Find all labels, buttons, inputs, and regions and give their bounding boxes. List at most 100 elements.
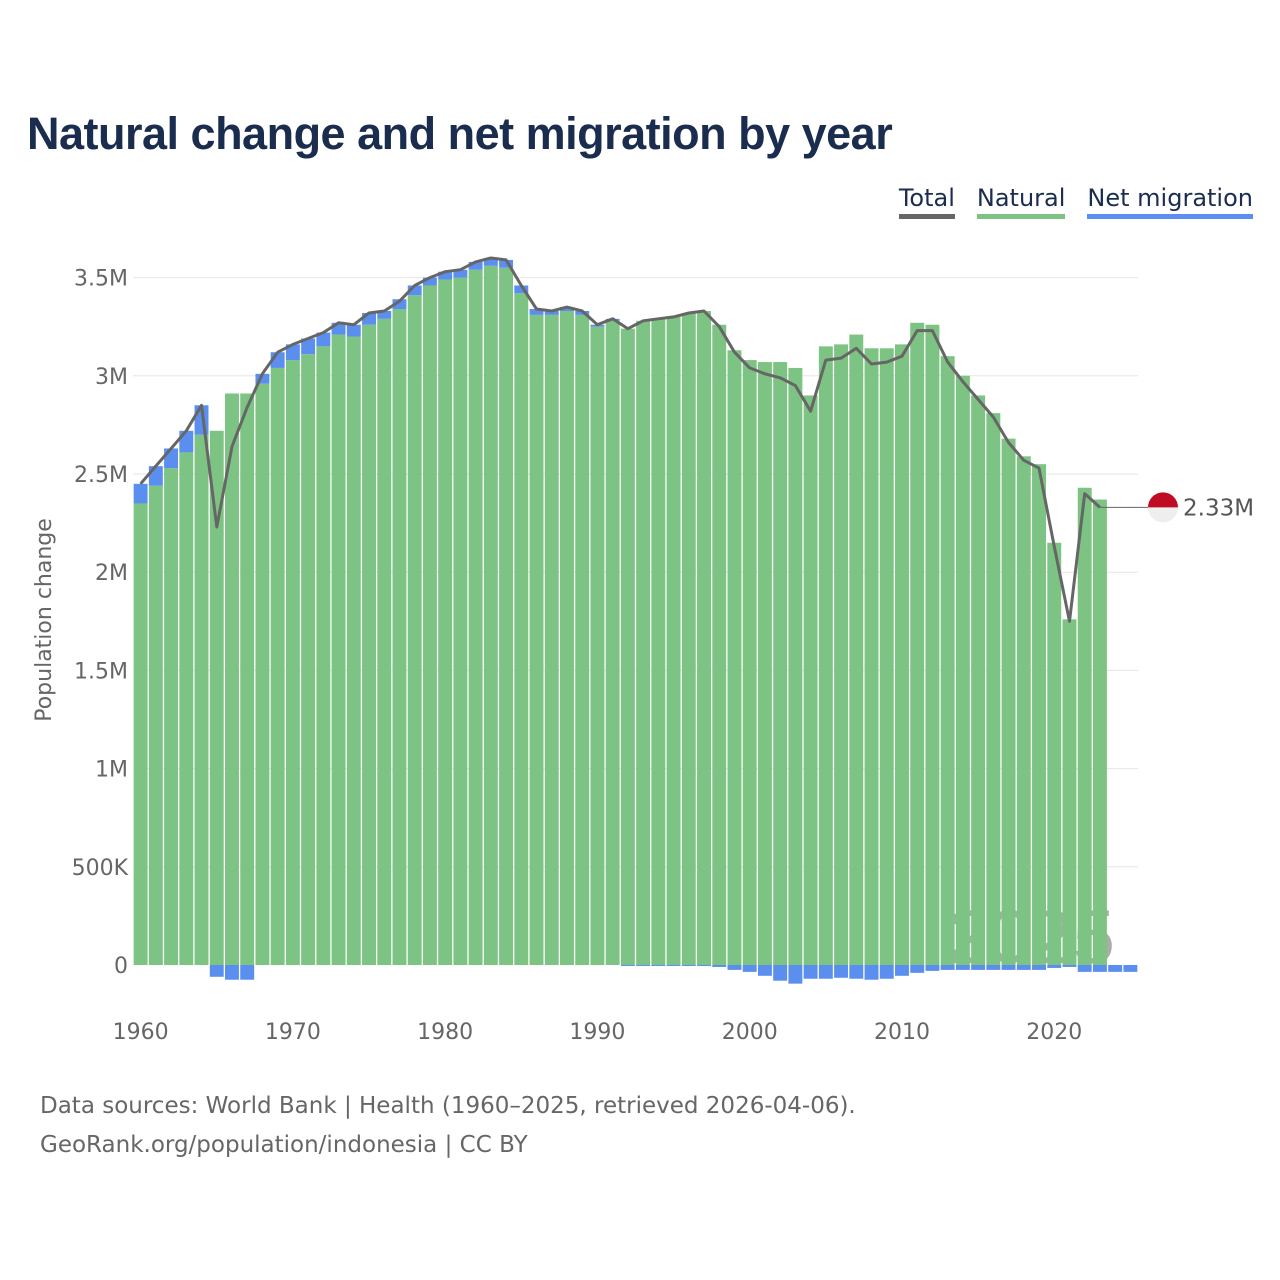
migration-bar	[483, 257, 498, 266]
migration-bar	[757, 965, 772, 976]
natural-bar	[849, 334, 864, 965]
x-tick-label: 1980	[417, 1020, 473, 1045]
flag-red-half	[1148, 492, 1178, 508]
migration-bar	[544, 310, 559, 315]
legend-label-total: Total	[898, 184, 955, 212]
migration-bar	[1016, 965, 1031, 970]
natural-bar	[148, 485, 163, 965]
migration-bar	[666, 965, 681, 966]
migration-bar	[910, 965, 925, 973]
legend-item-natural[interactable]: Natural	[976, 184, 1066, 219]
migration-bar	[1123, 965, 1138, 972]
x-axis-ticks: 1960 1970 1980 1990 2000 2010 2020	[113, 1020, 1083, 1045]
legend-label-natural: Natural	[976, 184, 1066, 212]
migration-bar	[346, 324, 361, 337]
migration-bar	[331, 322, 346, 335]
natural-bar	[818, 346, 833, 966]
natural-bar	[1047, 542, 1062, 965]
migration-bar	[407, 285, 422, 296]
natural-bar	[331, 334, 346, 965]
natural-bar	[910, 322, 925, 966]
migration-bar	[529, 309, 544, 315]
natural-bar	[499, 267, 514, 965]
natural-bar	[590, 326, 605, 965]
natural-bars	[133, 265, 1107, 966]
y-tick-label: 3.5M	[74, 267, 128, 292]
natural-bar	[346, 336, 361, 965]
natural-bar	[773, 362, 788, 965]
migration-bar	[834, 965, 849, 978]
natural-bar	[164, 468, 179, 965]
migration-bar	[377, 310, 392, 319]
natural-bar	[377, 318, 392, 965]
migration-bar	[1032, 965, 1046, 970]
natural-bar	[788, 367, 803, 966]
migration-bar	[727, 965, 742, 970]
source-line-1: Data sources: World Bank | Health (1960–…	[40, 1093, 856, 1119]
natural-bar	[194, 434, 209, 966]
migration-bar	[255, 373, 270, 384]
natural-bar	[1062, 619, 1077, 965]
legend-item-total[interactable]: Total	[898, 184, 955, 219]
migration-bar	[1077, 965, 1092, 972]
migration-bar	[864, 965, 879, 980]
migration-bar	[940, 965, 955, 970]
natural-bar	[240, 393, 255, 965]
x-tick-label: 1960	[113, 1020, 169, 1045]
migration-bar	[925, 965, 940, 971]
migration-bar	[1062, 965, 1077, 967]
natural-bar	[971, 395, 986, 965]
source-line-2: GeoRank.org/population/indonesia | CC BY	[40, 1132, 528, 1158]
natural-bar	[301, 354, 316, 965]
end-value-label: 2.33M	[1183, 495, 1254, 521]
legend-item-net-migration[interactable]: Net migration	[1087, 184, 1253, 219]
natural-bar	[392, 309, 407, 965]
natural-bar	[179, 452, 194, 965]
natural-bar	[727, 350, 742, 965]
natural-bar	[712, 324, 727, 966]
natural-bar	[514, 293, 529, 965]
y-tick-label: 2M	[95, 561, 128, 586]
migration-bar	[133, 483, 148, 504]
migration-bar	[499, 259, 514, 268]
natural-bar	[575, 314, 590, 965]
natural-bar	[255, 383, 270, 965]
migration-bar	[681, 965, 696, 966]
migration-bar	[879, 965, 894, 979]
x-tick-label: 1970	[265, 1020, 321, 1045]
natural-bar	[1032, 464, 1046, 965]
natural-bar	[834, 344, 849, 966]
migration-bar	[362, 312, 376, 325]
natural-bar	[940, 356, 955, 965]
migration-bar	[179, 430, 194, 453]
natural-bar	[422, 285, 437, 965]
migration-bar	[849, 965, 864, 979]
natural-bar	[879, 348, 894, 966]
y-tick-label: 500K	[72, 856, 129, 881]
natural-bar	[209, 430, 224, 965]
migration-bars	[133, 257, 1138, 984]
migration-bar	[422, 277, 437, 286]
natural-bar	[407, 295, 422, 965]
natural-bar	[605, 320, 620, 966]
migration-bar	[392, 299, 407, 310]
natural-bar	[1092, 499, 1107, 965]
migration-bar	[803, 965, 818, 979]
natural-bar	[560, 310, 574, 965]
natural-bar	[1077, 487, 1092, 965]
migration-bar	[986, 965, 1001, 970]
migration-bar	[955, 965, 970, 970]
migration-bar	[468, 261, 483, 270]
source-note: Data sources: World Bank | Health (1960–…	[40, 1087, 856, 1165]
migration-bar	[453, 269, 468, 278]
migration-bar	[240, 965, 255, 980]
indonesia-flag-icon	[1148, 492, 1178, 523]
legend-swatch-net-migration	[1087, 214, 1253, 219]
migration-bar	[697, 965, 711, 966]
migration-bar	[620, 965, 635, 966]
natural-bar	[620, 328, 635, 965]
y-tick-label: 1.5M	[74, 659, 128, 684]
natural-bar	[986, 413, 1001, 966]
migration-bar	[895, 965, 909, 976]
y-tick-label: 1M	[95, 758, 128, 783]
